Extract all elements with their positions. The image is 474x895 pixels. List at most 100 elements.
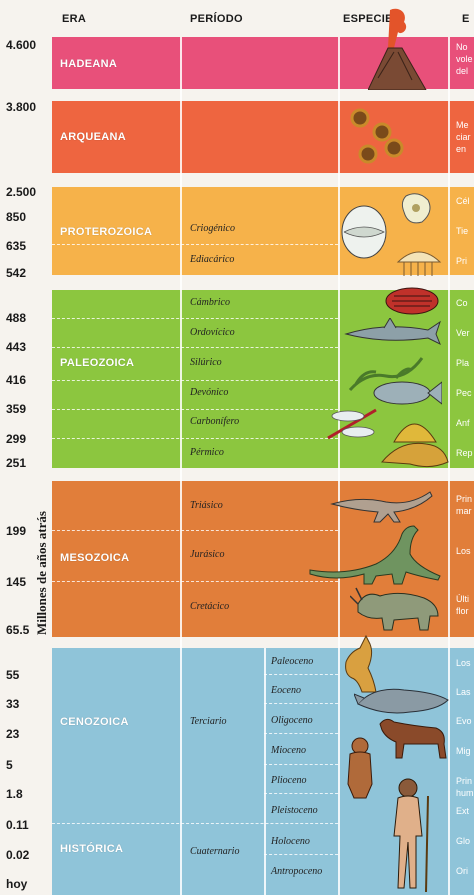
tick-label: 0.02: [6, 848, 30, 862]
period-label: Cámbrico: [190, 297, 230, 308]
epoch-label: Antropoceno: [271, 866, 323, 877]
desc-text: Ext: [456, 806, 470, 816]
dinosaur-icon: [330, 491, 433, 523]
desc-text: flor: [456, 606, 469, 616]
horse-icon: [379, 718, 447, 759]
tick-label: 0.11: [6, 818, 29, 832]
row-divider: [52, 823, 338, 824]
tick-label: 55: [6, 668, 20, 682]
row-divider: [52, 438, 338, 439]
period-label: Terciario: [190, 716, 227, 727]
period-label: Cretácico: [190, 601, 230, 612]
row-divider: [264, 733, 338, 734]
row-divider: [52, 380, 338, 381]
whale-icon: [354, 688, 449, 714]
row-divider: [52, 318, 338, 319]
tick-label: 251: [6, 456, 27, 470]
desc-text: Pri: [456, 256, 467, 266]
tick-label: 443: [6, 340, 27, 354]
tick-label: 359: [6, 402, 27, 416]
row-divider: [264, 703, 338, 704]
desc-text: vole: [456, 54, 473, 64]
epoch-label: Oligoceno: [271, 715, 313, 726]
desc-text: Prin: [456, 776, 473, 786]
row-divider: [52, 244, 338, 245]
seaweed-icon: [348, 357, 424, 392]
epoch-label: Plioceno: [271, 775, 307, 786]
tick-label: 850: [6, 210, 27, 224]
row-divider: [52, 409, 338, 410]
jellyfish-icon: [396, 251, 442, 276]
desc-text: Tie: [456, 226, 469, 236]
row-divider: [264, 793, 338, 794]
desc-text: hum: [456, 788, 474, 798]
desc-text: Últi: [456, 594, 469, 604]
desc-text: Cél: [456, 196, 470, 206]
epoch-label: Eoceno: [271, 685, 301, 696]
era-mesozoica: MESOZOICA: [60, 552, 130, 564]
bacteria-icon: [350, 108, 404, 164]
period-label: Cuaternario: [190, 846, 240, 857]
divider-species-desc: [448, 37, 450, 895]
period-label: Triásico: [190, 500, 223, 511]
monkey-icon: [347, 737, 373, 799]
desc-text: Anf: [456, 418, 470, 428]
period-label: Devónico: [190, 387, 229, 398]
desc-text: Pec: [456, 388, 472, 398]
period-label: Carbonífero: [190, 416, 240, 427]
era-historica: HISTÓRICA: [60, 843, 124, 855]
desc-text: Evo: [456, 716, 472, 726]
epoch-label: Pleistoceno: [271, 805, 318, 816]
header-especies: ESPECIES: [343, 13, 401, 25]
dragonfly-icon: [327, 408, 377, 440]
divider-era-period: [180, 37, 182, 895]
tick-label: 65.5: [6, 623, 30, 637]
desc-text: Co: [456, 298, 468, 308]
period-label: Ordovícico: [190, 327, 235, 338]
desc-text: Me: [456, 120, 469, 130]
trilobite-icon: [385, 287, 439, 315]
volcano-icon: [368, 8, 427, 90]
tick-label: 635: [6, 239, 27, 253]
tick-label: 33: [6, 697, 20, 711]
header-era: ERA: [62, 13, 87, 25]
desc-text: del: [456, 66, 469, 76]
tick-label: 2.500: [6, 185, 37, 199]
desc-text: Mig: [456, 746, 471, 756]
divider-period-species: [338, 37, 340, 895]
kangaroo-icon: [345, 634, 377, 693]
period-label: Jurásico: [190, 549, 225, 560]
tick-label: 542: [6, 266, 27, 280]
band-arqueana: [52, 101, 474, 173]
tick-label: 416: [6, 373, 27, 387]
tick-label: 145: [6, 575, 27, 589]
tick-label: hoy: [6, 877, 28, 891]
tick-label: 5: [6, 758, 13, 772]
tick-label: 488: [6, 311, 27, 325]
period-label: Pérmico: [190, 447, 224, 458]
desc-text: Ori: [456, 866, 468, 876]
human-icon: [393, 778, 429, 893]
amoeba-icon: [401, 193, 431, 224]
row-divider: [52, 347, 338, 348]
era-cenozoica: CENOZOICA: [60, 716, 129, 728]
desc-text: Los: [456, 658, 471, 668]
cell-icon: [341, 205, 387, 259]
tick-label: 299: [6, 432, 27, 446]
tick-label: 1.8: [6, 787, 23, 801]
period-label: Criogénico: [190, 223, 235, 234]
period-label: Ediacárico: [190, 254, 235, 265]
fish-icon: [373, 381, 442, 405]
desc-text: Prin: [456, 494, 473, 504]
desc-text: ciar: [456, 132, 471, 142]
desc-text: Pla: [456, 358, 470, 368]
desc-text: Ver: [456, 328, 470, 338]
desc-text: No: [456, 42, 468, 52]
triceratops-icon: [350, 587, 439, 631]
divider-period-epoch: [264, 648, 266, 895]
period-label: Silúrico: [190, 357, 222, 368]
desc-text: mar: [456, 506, 472, 516]
desc-text: Los: [456, 546, 471, 556]
epoch-label: Mioceno: [271, 745, 306, 756]
shark-icon: [344, 318, 441, 346]
